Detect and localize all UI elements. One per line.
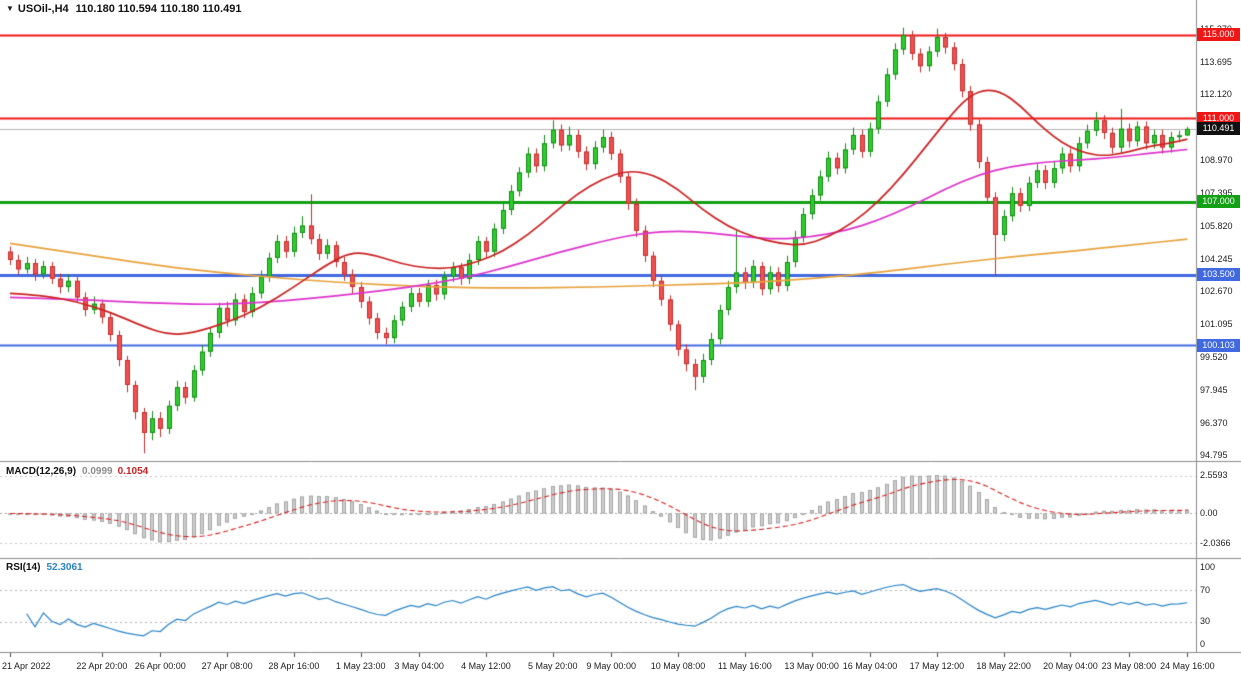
price-tick-label: 105.820 — [1200, 220, 1233, 231]
symbol-header: ▼ USOil-,H4 110.180 110.594 110.180 110.49… — [6, 3, 241, 15]
rsi-label-text: RSI(14) — [6, 562, 41, 573]
macd-scale-label: 2.5593 — [1200, 470, 1228, 481]
rsi-scale-label: 30 — [1200, 616, 1211, 627]
price-level-badge: 107.000 — [1197, 195, 1240, 209]
time-axis-label: 13 May 00:00 — [784, 661, 839, 671]
rsi-value: 52.3061 — [46, 562, 83, 573]
ohlc-values: 110.180 110.594 110.180 110.491 — [75, 3, 242, 15]
time-axis-label: 18 May 22:00 — [976, 661, 1031, 671]
time-axis-label: 11 May 16:00 — [717, 661, 772, 671]
time-axis-label: 4 May 12:00 — [461, 661, 511, 671]
time-axis-label: 23 May 08:00 — [1101, 661, 1157, 671]
macd-scale-label: -2.0366 — [1200, 537, 1231, 548]
time-axis-label: 17 May 12:00 — [909, 661, 965, 671]
time-axis-label: 27 Apr 08:00 — [201, 661, 253, 671]
price-level-badge: 115.000 — [1197, 28, 1240, 42]
time-axis-label: 28 Apr 16:00 — [268, 661, 320, 671]
macd-signal-value: 0.1054 — [117, 466, 149, 477]
price-tick-label: 108.970 — [1200, 155, 1233, 166]
price-tick-label: 99.520 — [1200, 351, 1228, 362]
time-axis-label: 21 Apr 2022 — [2, 661, 51, 671]
macd-main-value: 0.0999 — [82, 466, 113, 477]
macd-label-text: MACD(12,26,9) — [6, 466, 77, 477]
price-tick-label: 96.370 — [1200, 417, 1228, 428]
time-axis-label: 22 Apr 20:00 — [76, 661, 128, 671]
price-level-badge: 100.103 — [1197, 338, 1240, 352]
price-tick-label: 112.120 — [1200, 89, 1232, 100]
time-axis-label: 20 May 04:00 — [1043, 661, 1098, 671]
price-tick-label: 101.095 — [1200, 319, 1233, 330]
symbol-period-label: USOil-,H4 — [17, 3, 69, 15]
symbol-marker-icon: ▼ — [6, 4, 14, 13]
time-axis-label: 9 May 00:00 — [586, 661, 636, 671]
price-tick-label: 107.395 — [1200, 187, 1233, 198]
time-axis-label: 5 May 20:00 — [527, 661, 578, 671]
time-axis-label: 24 May 16:00 — [1160, 661, 1215, 671]
rsi-scale-label: 70 — [1200, 584, 1211, 595]
price-level-badge: 103.500 — [1197, 268, 1240, 282]
time-axis-label: 26 Apr 00:00 — [134, 661, 186, 671]
price-tick-label: 97.945 — [1200, 384, 1228, 395]
time-axis-label: 10 May 08:00 — [650, 661, 706, 671]
price-tick-label: 104.245 — [1200, 253, 1233, 264]
macd-scale-label: 0.00 — [1200, 507, 1218, 518]
time-axis-label: 16 May 04:00 — [842, 661, 898, 671]
current-price-badge: 110.491 — [1197, 122, 1240, 136]
price-tick-label: 113.695 — [1200, 56, 1232, 67]
price-tick-label: 102.670 — [1200, 286, 1233, 297]
price-tick-label: 94.795 — [1200, 450, 1228, 461]
time-axis-label: 1 May 23:00 — [335, 661, 386, 671]
rsi-scale-label: 100 — [1200, 561, 1216, 572]
rsi-scale-label: 0 — [1200, 639, 1206, 650]
price-level-badge: 111.000 — [1197, 111, 1240, 125]
macd-indicator-label: MACD(12,26,9) 0.0999 0.1054 — [6, 466, 148, 477]
rsi-indicator-label: RSI(14) 52.3061 — [6, 562, 83, 573]
time-axis-label: 3 May 04:00 — [394, 661, 444, 671]
